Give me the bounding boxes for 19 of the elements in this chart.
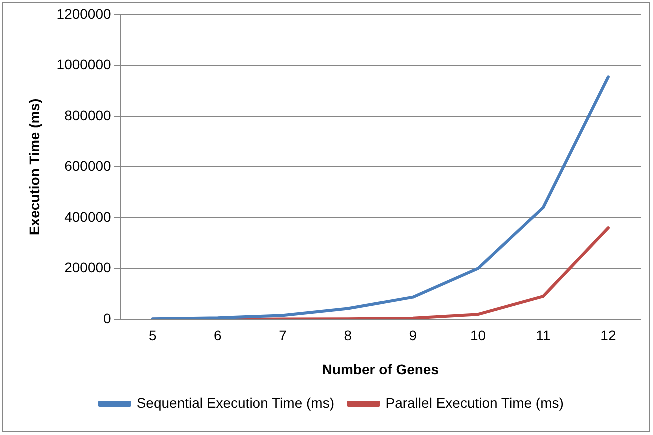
x-tick-label: 12 — [600, 328, 616, 344]
y-tick-label: 1000000 — [56, 56, 112, 73]
x-tick-label: 5 — [148, 328, 157, 344]
x-tick-label: 8 — [344, 328, 352, 344]
x-tick-label: 11 — [536, 328, 551, 344]
x-tick-label: 7 — [279, 328, 288, 344]
y-tick-label: 400000 — [64, 208, 112, 225]
x-axis-title: Number of Genes — [322, 361, 440, 378]
legend-label: Sequential Execution Time (ms) — [136, 394, 334, 411]
y-tick-label: 200000 — [64, 260, 112, 276]
legend-label: Parallel Execution Time (ms) — [386, 394, 564, 411]
y-tick-label: 800000 — [64, 107, 112, 124]
x-tick-label: 6 — [214, 328, 222, 344]
y-tick-label: 600000 — [64, 158, 112, 174]
y-tick-label: 1200000 — [56, 6, 112, 22]
x-tick-label: 9 — [409, 328, 418, 344]
y-axis-title: Execution Time (ms) — [26, 98, 42, 236]
y-tick-label: 0 — [104, 310, 112, 326]
x-tick-label: 10 — [470, 328, 486, 344]
